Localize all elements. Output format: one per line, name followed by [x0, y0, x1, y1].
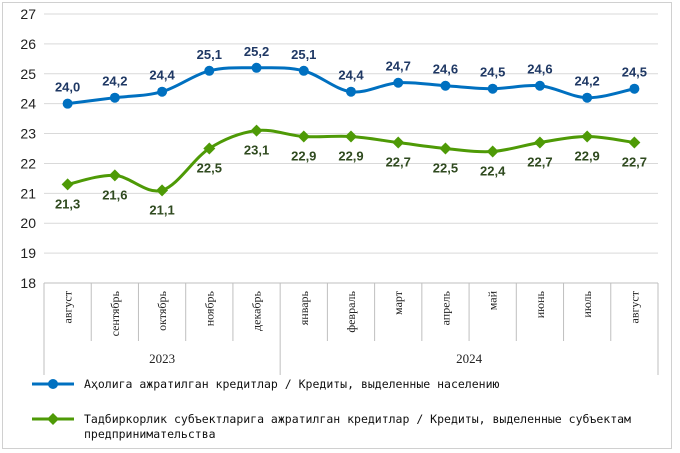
- data-point: [582, 92, 593, 103]
- y-tick-label: 27: [20, 6, 36, 22]
- x-axis: август сентябрь октябрь ноябрь декабрь январь…: [43, 282, 659, 375]
- data-point: [251, 62, 262, 73]
- data-label: 22,5: [433, 161, 458, 176]
- data-label: 24,5: [622, 65, 647, 80]
- data-label: 25,2: [244, 44, 269, 59]
- data-point: [346, 86, 356, 97]
- data-label: 24,0: [55, 80, 80, 95]
- legend-label-1: Аҳолига ажратилган кредитлар / Кредиты, …: [84, 377, 500, 391]
- legend-swatch-1: [32, 379, 74, 389]
- data-label: 21,6: [102, 187, 127, 202]
- data-point: [108, 169, 121, 182]
- data-label: 22,9: [291, 149, 316, 164]
- legend-label-2: Тадбиркорлик субъектларига ажратилган кр…: [84, 412, 631, 441]
- y-tick-label: 20: [20, 215, 36, 231]
- data-label: 24,2: [102, 74, 127, 89]
- data-label: 22,4: [480, 163, 506, 178]
- data-label: 22,5: [197, 161, 222, 176]
- y-tick-label: 23: [20, 126, 36, 142]
- data-label: 24,2: [574, 74, 599, 89]
- data-label: 24,7: [386, 59, 411, 74]
- x-tick-label: август: [627, 290, 641, 323]
- x-tick-label: январь: [297, 290, 311, 325]
- y-tick-label: 22: [20, 155, 36, 171]
- data-label: 24,4: [338, 68, 364, 83]
- data-point: [392, 136, 405, 149]
- y-tick-label: 19: [20, 245, 36, 261]
- data-label: 21,1: [149, 202, 174, 217]
- data-point: [156, 184, 169, 197]
- y-tick-label: 26: [20, 36, 36, 52]
- x-tick-label: сентябрь: [108, 290, 122, 336]
- y-tick-label: 25: [20, 66, 36, 82]
- data-point: [486, 145, 499, 158]
- data-point: [298, 65, 309, 76]
- data-label: 22,7: [386, 155, 411, 170]
- x-tick-label: октябрь: [155, 290, 169, 330]
- x-tick-label: июль: [580, 290, 594, 317]
- data-point: [250, 124, 263, 137]
- data-label: 24,5: [480, 65, 505, 80]
- x-tick-label: февраль: [344, 290, 358, 332]
- data-label: 22,9: [574, 149, 599, 164]
- chart-frame: [2, 2, 672, 449]
- data-label: 24,6: [527, 62, 552, 77]
- year-label: 2023: [149, 351, 175, 366]
- x-tick-label: апрель: [438, 290, 452, 325]
- data-label: 24,4: [149, 68, 175, 83]
- y-axis: 18 19 20 21 22 23 24 25 26 27: [20, 6, 36, 291]
- y-tick-label: 21: [20, 185, 36, 201]
- legend-swatch-2: [32, 413, 74, 425]
- data-point: [534, 80, 545, 91]
- year-label: 2024: [456, 351, 483, 366]
- data-label: 25,1: [197, 47, 222, 62]
- data-label: 21,3: [55, 196, 80, 211]
- data-point: [109, 92, 120, 103]
- data-point: [203, 142, 216, 155]
- data-point: [157, 86, 168, 97]
- data-point: [628, 136, 641, 149]
- data-point: [629, 83, 640, 94]
- data-point: [533, 136, 546, 149]
- x-tick-label: август: [61, 290, 75, 323]
- data-label: 22,7: [622, 155, 647, 170]
- data-point: [61, 178, 74, 191]
- data-label: 22,7: [527, 155, 552, 170]
- data-point: [297, 130, 310, 143]
- y-tick-label: 24: [20, 96, 36, 112]
- y-tick-label: 18: [20, 275, 36, 291]
- data-label: 25,1: [291, 47, 316, 62]
- data-point: [62, 98, 73, 109]
- series-layer: 24,0 24,2 24,4 25,1 25,2 25,1 24,4 24,7 24,6 24,5…: [55, 44, 647, 218]
- x-tick-label: июнь: [533, 290, 547, 318]
- data-label: 24,6: [433, 62, 458, 77]
- data-point: [345, 130, 357, 143]
- x-tick-label: май: [486, 290, 500, 310]
- data-point: [581, 130, 594, 143]
- data-point: [440, 80, 451, 91]
- data-point: [487, 83, 498, 94]
- data-point: [393, 77, 404, 88]
- x-tick-label: декабрь: [250, 290, 264, 331]
- data-label: 23,1: [244, 143, 269, 158]
- data-label: 22,9: [338, 149, 363, 164]
- data-point: [204, 65, 215, 76]
- data-point: [439, 142, 452, 155]
- x-tick-label: ноябрь: [202, 290, 216, 326]
- x-tick-label: март: [391, 290, 405, 315]
